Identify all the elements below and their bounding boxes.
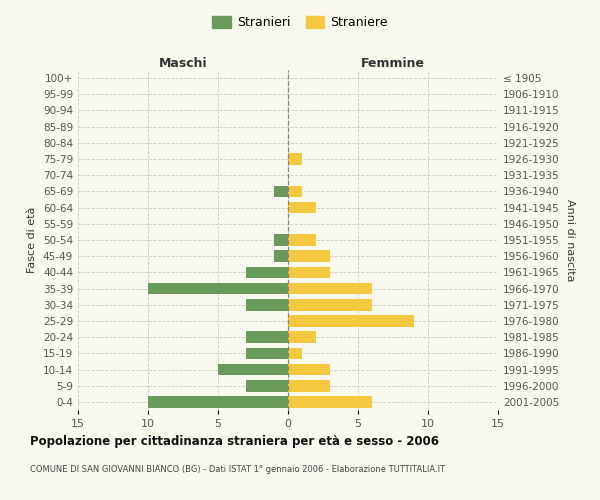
Bar <box>288 380 330 392</box>
Bar <box>246 299 288 310</box>
Y-axis label: Fasce di età: Fasce di età <box>28 207 37 273</box>
Bar <box>246 266 288 278</box>
Bar <box>246 332 288 343</box>
Bar <box>288 299 372 310</box>
Bar <box>288 266 330 278</box>
Bar <box>288 332 316 343</box>
Bar <box>246 380 288 392</box>
Bar <box>274 186 288 198</box>
Bar <box>288 153 302 165</box>
Text: Popolazione per cittadinanza straniera per età e sesso - 2006: Popolazione per cittadinanza straniera p… <box>30 435 439 448</box>
Bar <box>218 364 288 376</box>
Text: COMUNE DI SAN GIOVANNI BIANCO (BG) - Dati ISTAT 1° gennaio 2006 - Elaborazione T: COMUNE DI SAN GIOVANNI BIANCO (BG) - Dat… <box>30 465 445 474</box>
Bar <box>148 282 288 294</box>
Bar <box>288 234 316 246</box>
Bar <box>274 234 288 246</box>
Bar <box>148 396 288 407</box>
Bar <box>288 250 330 262</box>
Bar <box>246 348 288 359</box>
Text: Maschi: Maschi <box>158 57 208 70</box>
Y-axis label: Anni di nascita: Anni di nascita <box>565 198 575 281</box>
Bar <box>288 396 372 407</box>
Bar <box>288 202 316 213</box>
Legend: Stranieri, Straniere: Stranieri, Straniere <box>207 11 393 34</box>
Text: Femmine: Femmine <box>361 57 425 70</box>
Bar <box>288 186 302 198</box>
Bar <box>288 348 302 359</box>
Bar <box>288 315 414 327</box>
Bar <box>288 364 330 376</box>
Bar <box>274 250 288 262</box>
Bar <box>288 282 372 294</box>
